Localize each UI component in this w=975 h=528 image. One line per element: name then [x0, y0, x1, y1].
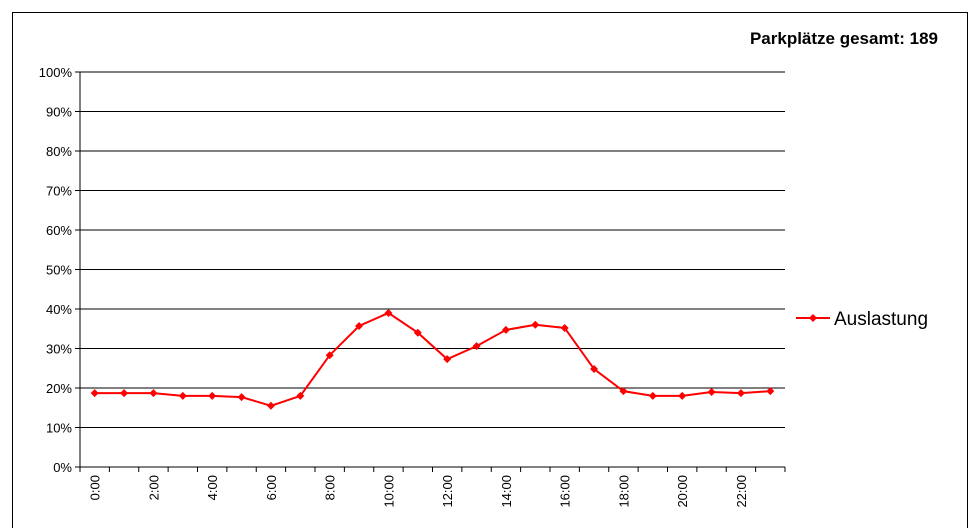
y-tick-label: 0% — [53, 460, 72, 475]
x-tick-label: 22:00 — [734, 475, 749, 508]
x-tick-label: 2:00 — [146, 475, 161, 500]
y-tick-label: 100% — [39, 65, 73, 80]
data-point — [325, 351, 334, 360]
x-tick-label: 6:00 — [264, 475, 279, 500]
data-point — [120, 389, 129, 398]
x-tick-label: 8:00 — [323, 475, 338, 500]
data-point — [208, 391, 217, 400]
data-point — [590, 365, 599, 374]
data-point — [766, 387, 775, 396]
chart-title: Parkplätze gesamt: 189 — [750, 29, 938, 48]
x-tick-label: 4:00 — [205, 475, 220, 500]
y-tick-label: 70% — [46, 184, 72, 199]
y-tick-label: 40% — [46, 302, 72, 317]
data-point — [266, 401, 275, 410]
data-point — [560, 323, 569, 332]
data-point — [472, 342, 481, 351]
x-tick-label: 16:00 — [558, 475, 573, 508]
data-point — [384, 308, 393, 317]
x-tick-label: 14:00 — [499, 475, 514, 508]
data-point — [413, 328, 422, 337]
x-tick-label: 10:00 — [381, 475, 396, 508]
x-tick-label: 0:00 — [88, 475, 103, 500]
y-tick-label: 30% — [46, 342, 72, 357]
data-point — [443, 355, 452, 364]
data-point — [736, 389, 745, 398]
x-tick-label: 18:00 — [616, 475, 631, 508]
y-tick-label: 10% — [46, 421, 72, 436]
legend-marker — [809, 314, 817, 322]
x-tick-label: 12:00 — [440, 475, 455, 508]
legend-label: Auslastung — [834, 309, 928, 330]
data-point — [178, 391, 187, 400]
data-point — [648, 391, 657, 400]
y-tick-label: 60% — [46, 223, 72, 238]
y-tick-label: 90% — [46, 105, 72, 120]
data-point — [296, 391, 305, 400]
series-line — [94, 311, 771, 407]
data-point — [707, 387, 716, 396]
data-point — [355, 321, 364, 330]
x-tick-label: 20:00 — [675, 475, 690, 508]
y-tick-label: 80% — [46, 144, 72, 159]
data-point — [678, 391, 687, 400]
data-point — [149, 389, 158, 398]
y-tick-label: 50% — [46, 263, 72, 278]
data-point — [619, 387, 628, 396]
data-point — [501, 325, 510, 334]
data-point — [237, 393, 246, 402]
chart-border — [12, 12, 968, 528]
data-point — [531, 320, 540, 329]
data-point — [90, 389, 99, 398]
y-tick-label: 20% — [46, 381, 72, 396]
